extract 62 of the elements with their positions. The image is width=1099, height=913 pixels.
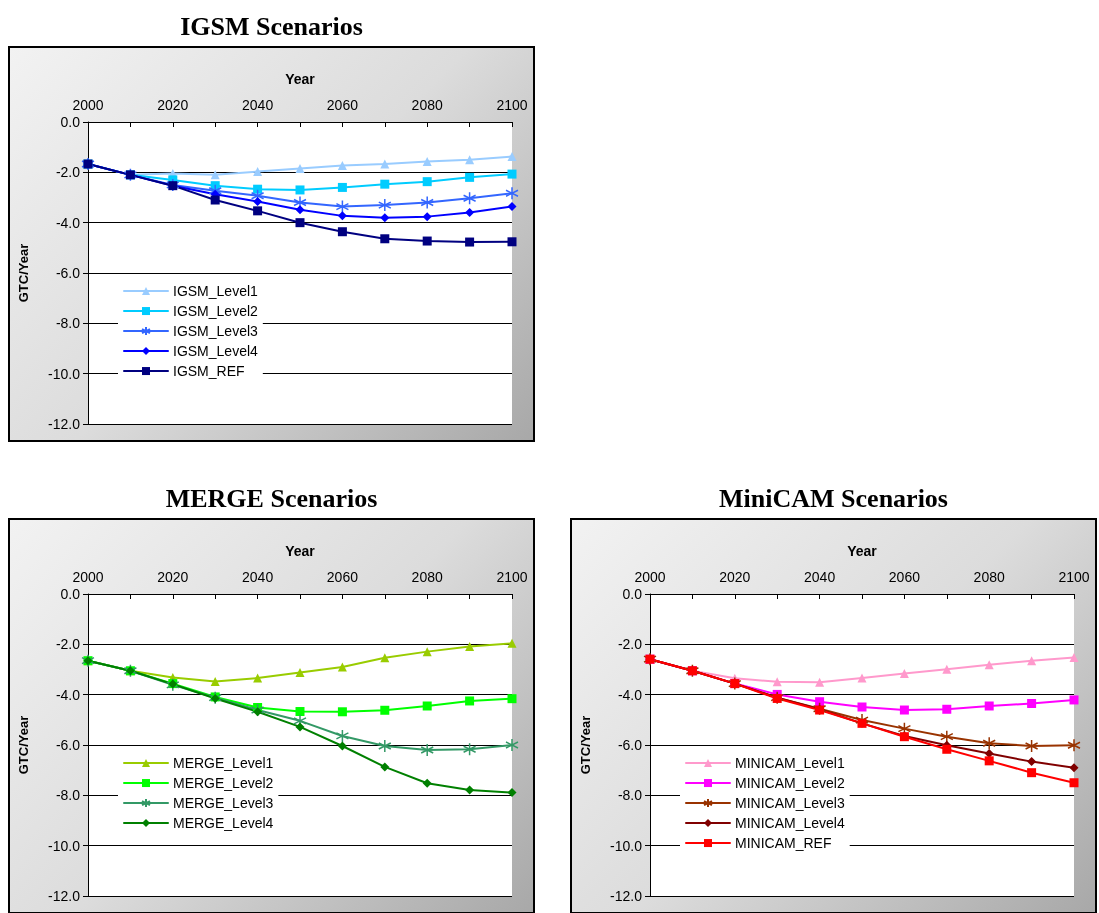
x-tick-label: 2020 — [157, 569, 189, 585]
y-tick-label: 0.0 — [622, 586, 643, 602]
y-tick-label: -6.0 — [55, 265, 81, 281]
y-tick-label: -6.0 — [617, 737, 643, 753]
legend-label: IGSM_Level1 — [173, 283, 259, 300]
y-tick-label: -10.0 — [48, 365, 81, 382]
y-tick-label: -8.0 — [55, 787, 81, 804]
y-tick-label: -8.0 — [617, 787, 643, 804]
legend-label: MINICAM_REF — [735, 835, 832, 852]
x-tick-label: 2100 — [1058, 569, 1090, 585]
y-tick-label: -10.0 — [48, 837, 81, 854]
x-tick-label: 2080 — [411, 97, 443, 113]
y-axis-title: GTC/Year — [578, 715, 593, 775]
y-tick-label: -10.0 — [610, 837, 643, 854]
legend-label: MERGE_Level1 — [173, 755, 274, 772]
legend-label: MINICAM_Level3 — [735, 795, 845, 812]
legend-label: MINICAM_Level1 — [735, 755, 845, 772]
x-tick-label: 2080 — [411, 569, 443, 585]
legend-label: MERGE_Level3 — [173, 795, 274, 812]
legend-label: IGSM_Level4 — [173, 343, 259, 360]
y-axis-title: GTC/Year — [16, 715, 31, 775]
x-tick-label: 2100 — [496, 97, 528, 113]
x-axis-title: Year — [285, 71, 316, 87]
x-tick-label: 2040 — [242, 97, 274, 113]
legend-label: IGSM_Level2 — [173, 303, 259, 320]
y-tick-label: -12.0 — [610, 888, 643, 904]
x-tick-label: 2040 — [242, 569, 274, 585]
x-axis-title: Year — [285, 543, 316, 559]
x-tick-label: 2000 — [72, 569, 104, 585]
y-tick-label: -12.0 — [48, 416, 81, 432]
y-tick-label: -4.0 — [617, 686, 643, 703]
legend-label: MERGE_Level2 — [173, 775, 274, 792]
y-axis-title: GTC/Year — [16, 243, 31, 303]
y-tick-label: -8.0 — [55, 315, 81, 332]
y-tick-label: 0.0 — [60, 586, 81, 602]
x-tick-label: 2060 — [326, 569, 359, 585]
y-tick-label: -12.0 — [48, 888, 81, 904]
legend-label: MINICAM_Level4 — [735, 815, 845, 832]
x-tick-label: 2040 — [804, 569, 836, 585]
x-tick-label: 2060 — [888, 569, 921, 585]
x-tick-label: 2020 — [719, 569, 751, 585]
x-tick-label: 2000 — [634, 569, 666, 585]
y-tick-label: -4.0 — [55, 686, 81, 703]
legend-label: MINICAM_Level2 — [735, 775, 845, 792]
y-tick-label: -2.0 — [617, 636, 643, 653]
legend-label: IGSM_REF — [173, 363, 245, 380]
y-tick-label: -2.0 — [55, 164, 81, 181]
y-tick-label: 0.0 — [60, 114, 81, 130]
x-tick-label: 2000 — [72, 97, 104, 113]
chart-title: MERGE Scenarios — [165, 483, 378, 513]
legend-label: IGSM_Level3 — [173, 323, 259, 340]
y-tick-label: -2.0 — [55, 636, 81, 653]
y-tick-label: -6.0 — [55, 737, 81, 753]
x-tick-label: 2100 — [496, 569, 528, 585]
x-axis-title: Year — [847, 543, 878, 559]
chart-title: IGSM Scenarios — [180, 11, 363, 41]
y-tick-label: -4.0 — [55, 214, 81, 231]
chart-title: MiniCAM Scenarios — [719, 483, 948, 513]
legend-label: MERGE_Level4 — [173, 815, 274, 832]
x-tick-label: 2080 — [973, 569, 1005, 585]
x-tick-label: 2020 — [157, 97, 189, 113]
x-tick-label: 2060 — [326, 97, 359, 113]
